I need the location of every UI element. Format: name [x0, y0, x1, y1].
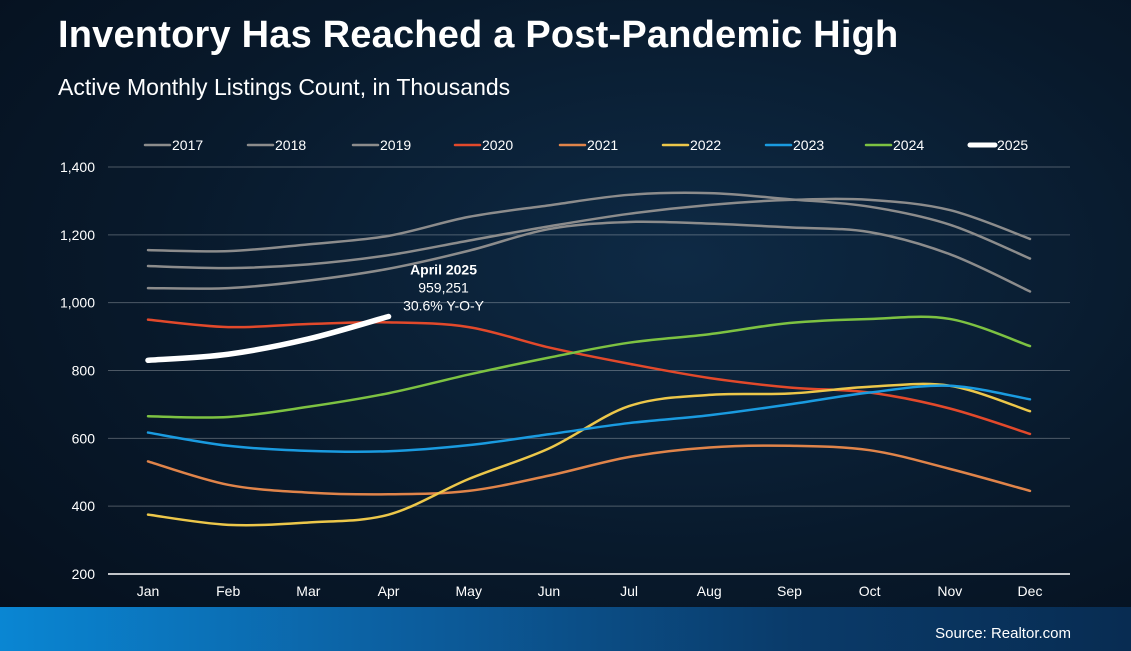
legend-label-2020: 2020	[482, 137, 513, 153]
gridlines	[108, 166, 1070, 575]
x-tick-label: Jan	[137, 583, 160, 599]
x-tick-label: Nov	[937, 583, 962, 599]
y-tick-label: 600	[72, 430, 96, 446]
x-tick-label: Sep	[777, 583, 802, 599]
series-line-2025	[145, 313, 392, 364]
page-title: Inventory Has Reached a Post-Pandemic Hi…	[58, 14, 899, 56]
annotation-line: 30.6% Y-O-Y	[403, 297, 485, 313]
legend-label-2017: 2017	[172, 137, 203, 153]
x-tick-label: Jul	[620, 583, 638, 599]
annotation-line: April 2025	[410, 261, 477, 277]
page-subtitle: Active Monthly Listings Count, in Thousa…	[58, 74, 511, 100]
legend: 2017 2018 2019 2020 2021 2022 2023 2024 2025	[143, 137, 1028, 153]
x-tick-label: May	[456, 583, 482, 599]
x-tick-label: Feb	[216, 583, 240, 599]
source-credit: Source: Realtor.com	[935, 625, 1071, 642]
x-tick-label: Jun	[538, 583, 561, 599]
legend-label-2023: 2023	[793, 137, 824, 153]
x-tick-label: Aug	[697, 583, 722, 599]
annotation-line: 959,251	[418, 279, 469, 295]
x-tick-label: Mar	[296, 583, 320, 599]
x-tick-label: Dec	[1018, 583, 1043, 599]
series-line-2024	[146, 315, 1032, 419]
series-line-2021	[146, 444, 1032, 496]
series-line-2023	[146, 384, 1032, 454]
series-lines	[145, 191, 1032, 527]
y-tick-label: 1,400	[60, 159, 95, 175]
y-tick-label: 200	[72, 566, 96, 582]
legend-label-2025: 2025	[997, 137, 1028, 153]
y-axis-tick-labels: 200 400 600 800 1,000 1,200 1,400	[60, 159, 95, 582]
series-line-2020	[146, 318, 1032, 436]
annotations: April 2025 959,251 30.6% Y-O-Y	[403, 261, 485, 313]
legend-label-2019: 2019	[380, 137, 411, 153]
series-line-2017	[146, 220, 1032, 293]
x-axis-tick-labels: Jan Feb Mar Apr May Jun Jul Aug Sep Oct Nov Dec	[137, 583, 1043, 599]
y-tick-label: 1,200	[60, 227, 95, 243]
legend-label-2024: 2024	[893, 137, 924, 153]
series-line-2018	[146, 197, 1032, 270]
footer-bar: Source: Realtor.com	[0, 607, 1131, 651]
y-tick-label: 800	[72, 363, 96, 379]
legend-label-2018: 2018	[275, 137, 306, 153]
x-tick-label: Oct	[859, 583, 881, 599]
x-tick-label: Apr	[378, 583, 400, 599]
legend-label-2022: 2022	[690, 137, 721, 153]
series-line-2019	[146, 191, 1032, 260]
y-tick-label: 1,000	[60, 295, 95, 311]
line-chart: 200 400 600 800 1,000 1,200 1,400 Jan Feb Mar Apr…	[60, 137, 1070, 599]
legend-label-2021: 2021	[587, 137, 618, 153]
y-tick-label: 400	[72, 498, 96, 514]
